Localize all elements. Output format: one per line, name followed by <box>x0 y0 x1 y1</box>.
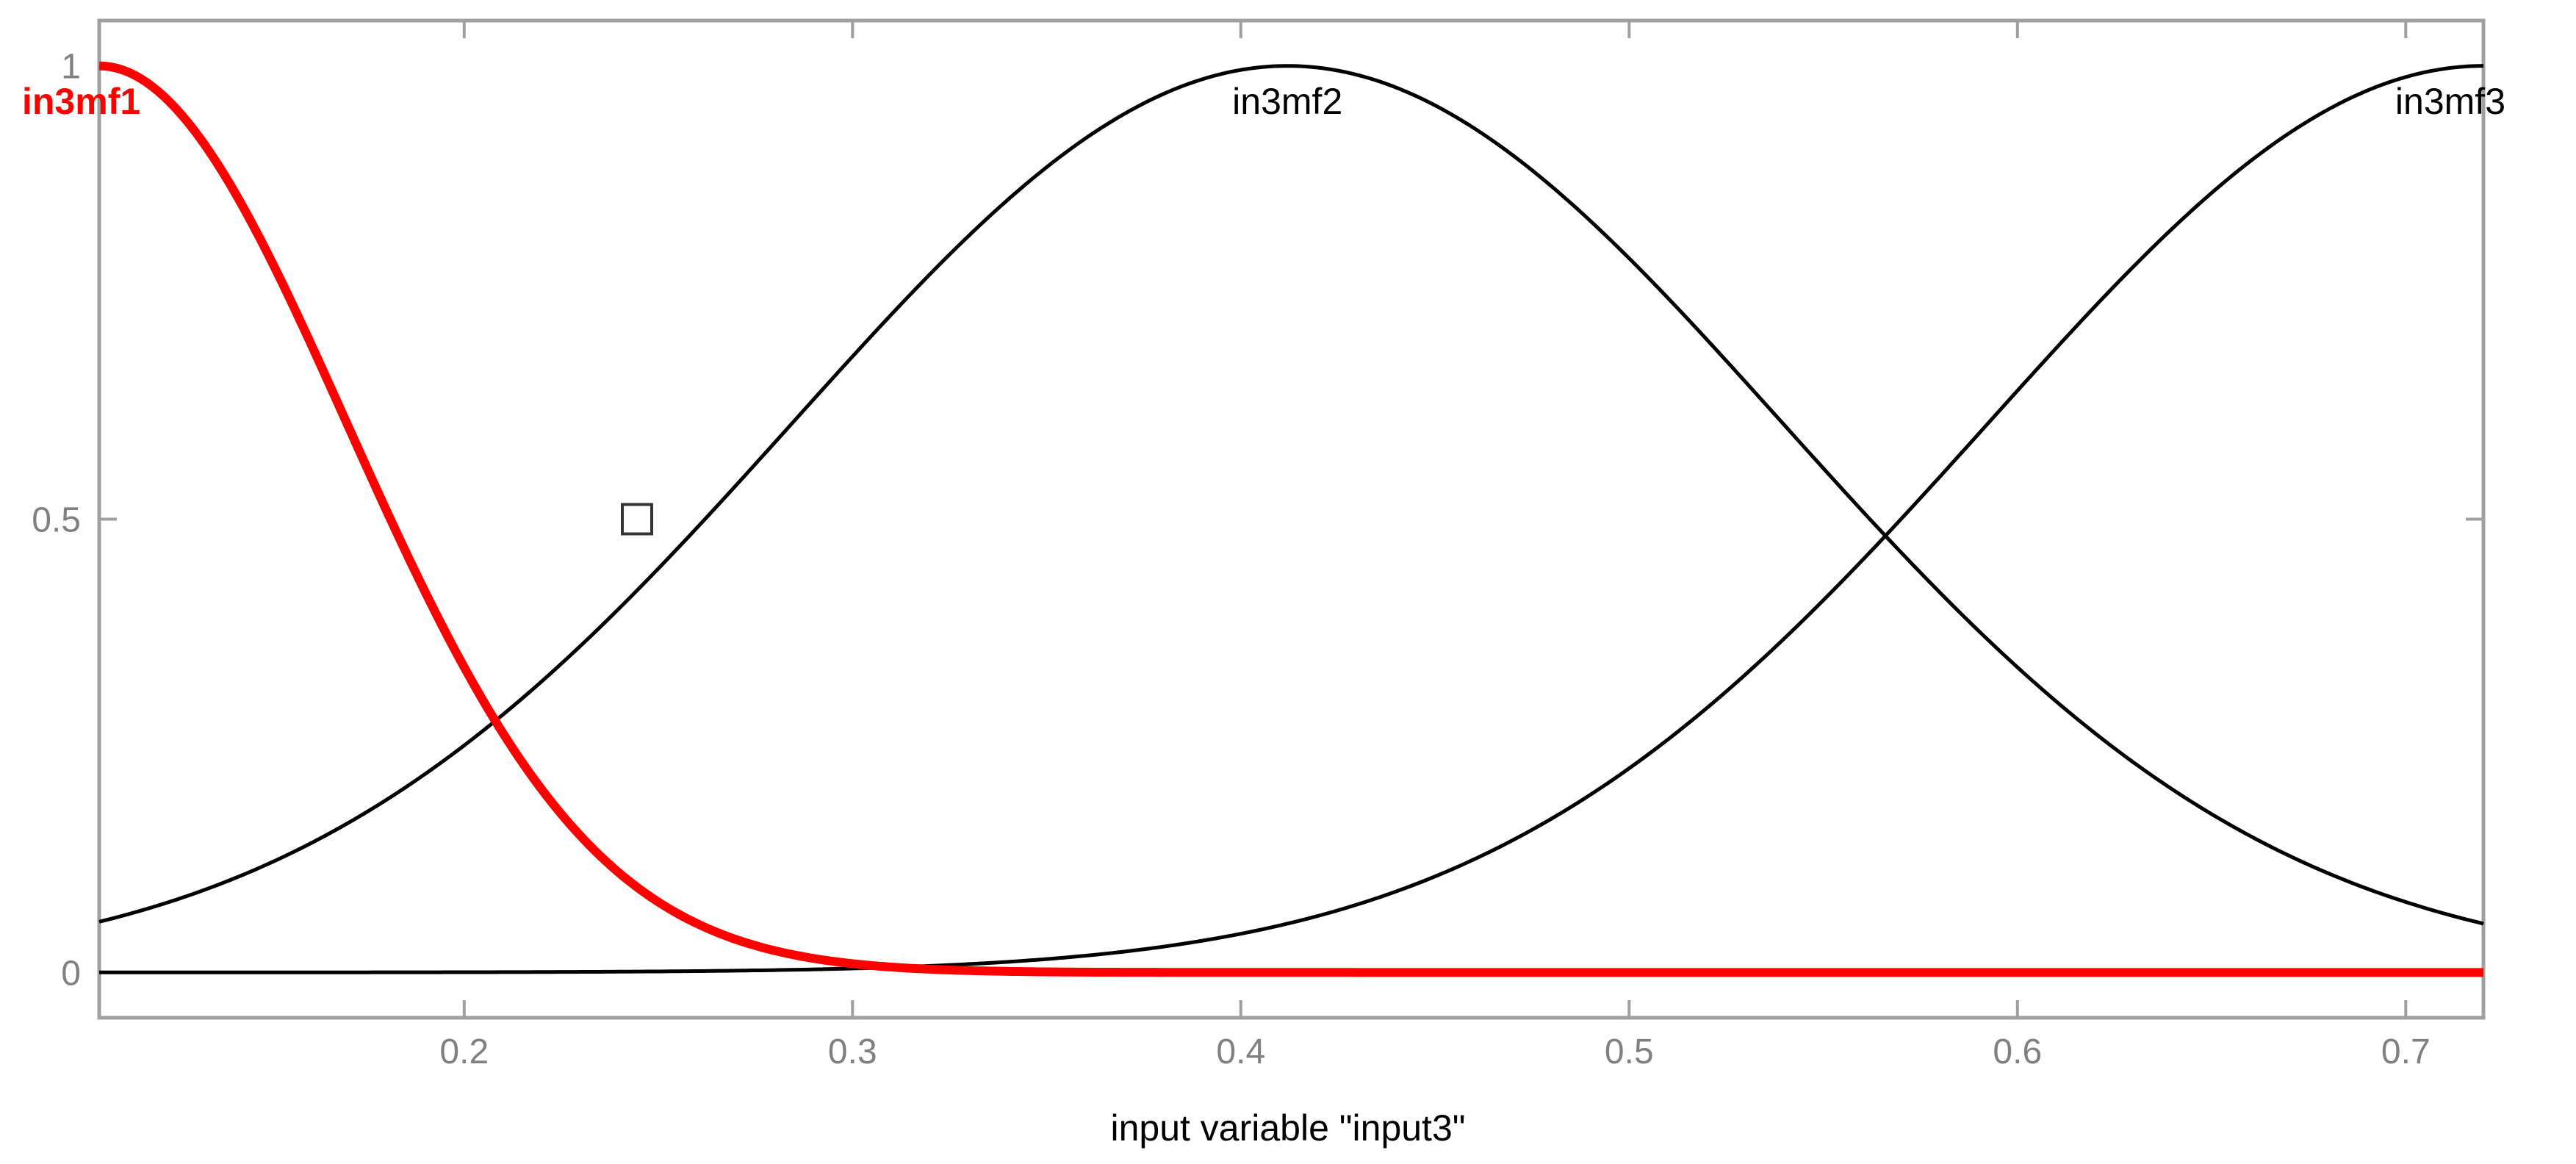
x-tick-label: 0.5 <box>1605 1032 1654 1071</box>
tick-labels: 0.2 0.3 0.4 0.5 0.6 0.7 0 0.5 1 <box>32 48 2430 1071</box>
plot-border <box>97 18 2486 1020</box>
y-tick-label: 0 <box>61 954 81 993</box>
mf-curve-in3mf1[interactable] <box>98 61 2483 977</box>
x-tick-label: 0.7 <box>2381 1032 2431 1071</box>
mf-labels: in3mf1 in3mf2 in3mf3 <box>22 81 2505 122</box>
x-tick-label: 0.2 <box>439 1032 489 1071</box>
selection-marker-layer <box>620 503 653 536</box>
x-tick-label: 0.4 <box>1216 1032 1265 1071</box>
axis-ticks <box>99 21 2483 1018</box>
mf-curve-in3mf3[interactable] <box>99 64 2484 974</box>
mf-curve-in3mf2[interactable] <box>98 64 2484 926</box>
x-axis-label: input variable "input3" <box>1110 1107 1465 1149</box>
selection-marker[interactable] <box>620 503 653 536</box>
mf-curves <box>98 61 2484 977</box>
mf-label-in3mf1[interactable]: in3mf1 <box>22 81 140 122</box>
plot-frame <box>97 18 2486 1020</box>
x-tick-label: 0.6 <box>1993 1032 2042 1071</box>
mf-label-in3mf2[interactable]: in3mf2 <box>1232 81 1342 122</box>
y-tick-label: 0.5 <box>32 501 81 540</box>
y-tick-label: 1 <box>61 48 81 87</box>
mf-label-in3mf3[interactable]: in3mf3 <box>2395 81 2505 122</box>
x-tick-label: 0.3 <box>828 1032 877 1071</box>
